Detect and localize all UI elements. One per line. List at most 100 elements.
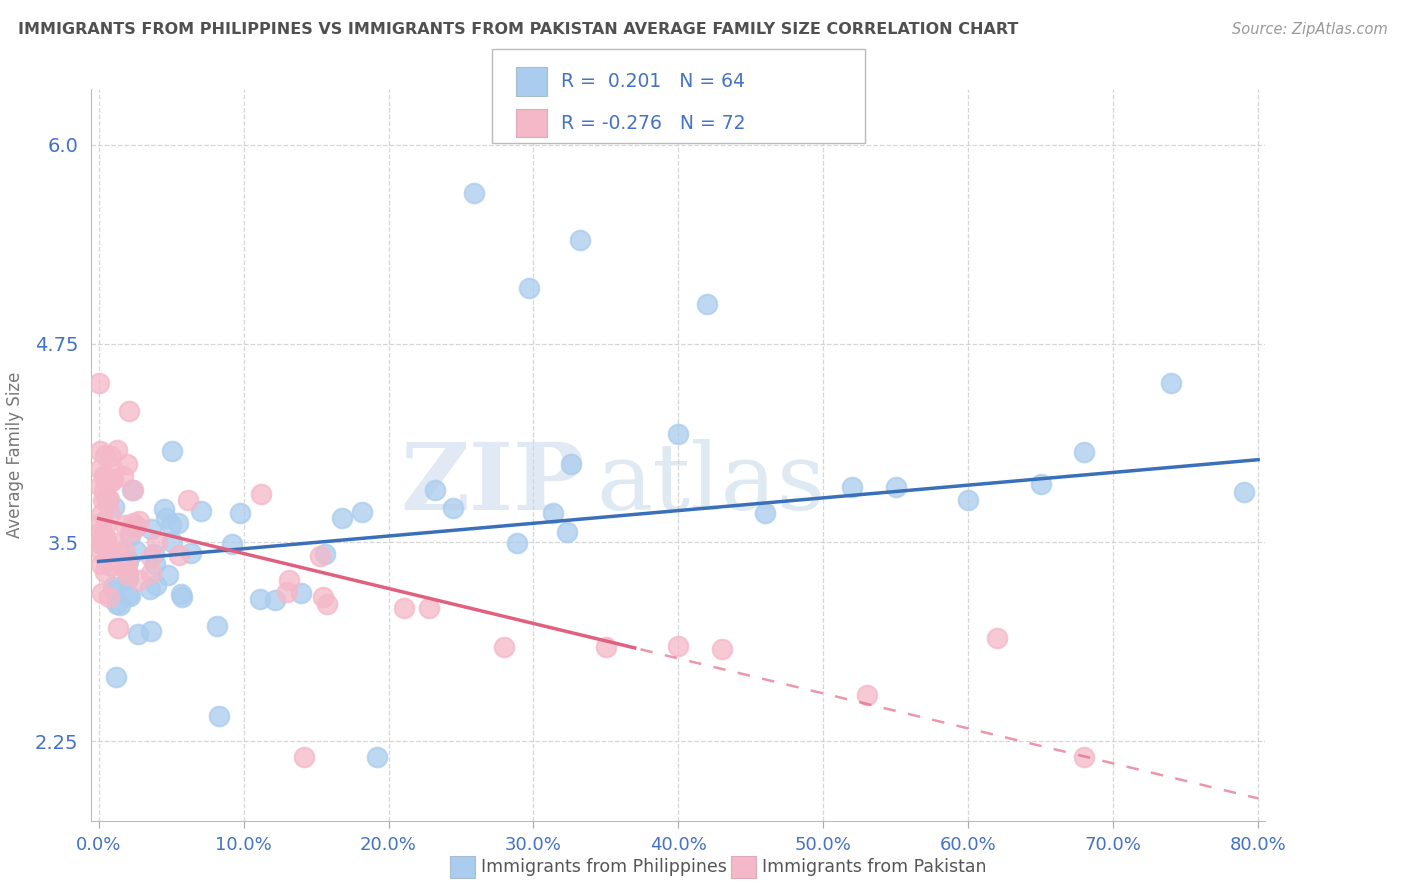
Point bbox=[314, 548, 336, 562]
Point bbox=[292, 750, 315, 764]
Point bbox=[90, 533, 112, 547]
Point bbox=[160, 535, 183, 549]
Point bbox=[418, 600, 440, 615]
Point bbox=[153, 501, 176, 516]
Point bbox=[90, 544, 112, 558]
Text: ZIP: ZIP bbox=[401, 439, 585, 529]
Point bbox=[98, 506, 121, 520]
Point bbox=[160, 517, 183, 532]
Point bbox=[957, 492, 980, 507]
Point bbox=[105, 443, 128, 458]
Point bbox=[97, 491, 120, 506]
Point bbox=[89, 444, 111, 458]
Point bbox=[114, 517, 136, 532]
Point bbox=[190, 504, 212, 518]
Point bbox=[93, 528, 115, 542]
Point bbox=[103, 472, 125, 486]
Point bbox=[108, 598, 131, 612]
Point bbox=[986, 631, 1008, 645]
Point bbox=[96, 532, 118, 546]
Text: IMMIGRANTS FROM PHILIPPINES VS IMMIGRANTS FROM PAKISTAN AVERAGE FAMILY SIZE CORR: IMMIGRANTS FROM PHILIPPINES VS IMMIGRANT… bbox=[18, 22, 1019, 37]
Point bbox=[122, 483, 145, 498]
Point bbox=[856, 688, 879, 702]
Point bbox=[595, 640, 617, 654]
Point bbox=[139, 582, 162, 597]
Point bbox=[118, 529, 141, 543]
Point bbox=[93, 484, 115, 499]
Point bbox=[172, 590, 194, 604]
Point bbox=[121, 483, 143, 498]
Point bbox=[125, 544, 148, 558]
Point bbox=[146, 534, 169, 549]
Point bbox=[89, 462, 111, 476]
Point bbox=[115, 558, 138, 573]
Point bbox=[117, 589, 139, 603]
Point bbox=[1073, 750, 1095, 764]
Point bbox=[139, 566, 162, 580]
Point bbox=[111, 469, 134, 483]
Point bbox=[94, 471, 117, 485]
Point bbox=[90, 558, 112, 572]
Point bbox=[394, 601, 416, 615]
Point bbox=[143, 557, 166, 571]
Point bbox=[97, 591, 120, 605]
Point bbox=[441, 500, 464, 515]
Point bbox=[494, 640, 516, 654]
Point bbox=[94, 448, 117, 462]
Point bbox=[118, 590, 141, 604]
Point bbox=[141, 549, 163, 564]
Point bbox=[107, 545, 129, 559]
Point bbox=[177, 492, 200, 507]
Point bbox=[127, 627, 149, 641]
Point bbox=[94, 518, 117, 533]
Point bbox=[316, 598, 339, 612]
Point bbox=[100, 449, 122, 463]
Point bbox=[1073, 445, 1095, 459]
Point bbox=[90, 506, 112, 520]
Point bbox=[312, 590, 335, 604]
Point bbox=[264, 592, 287, 607]
Point bbox=[1233, 485, 1256, 500]
Point bbox=[180, 546, 202, 560]
Point bbox=[710, 642, 733, 657]
Point bbox=[170, 587, 193, 601]
Point bbox=[155, 511, 177, 525]
Point bbox=[463, 186, 485, 200]
Point bbox=[506, 535, 529, 549]
Point bbox=[94, 565, 117, 579]
Point bbox=[96, 554, 118, 568]
Point bbox=[696, 297, 718, 311]
Point bbox=[90, 586, 112, 600]
Point bbox=[425, 483, 447, 497]
Point bbox=[229, 506, 252, 520]
Point bbox=[117, 567, 139, 582]
Point bbox=[107, 620, 129, 634]
Point bbox=[517, 281, 540, 295]
Point bbox=[569, 233, 592, 247]
Point bbox=[276, 584, 298, 599]
Point bbox=[145, 578, 167, 592]
Point bbox=[96, 475, 118, 490]
Point bbox=[105, 670, 128, 684]
Point bbox=[139, 624, 162, 638]
Point bbox=[208, 709, 231, 723]
Point bbox=[841, 479, 863, 493]
Point bbox=[103, 463, 125, 477]
Y-axis label: Average Family Size: Average Family Size bbox=[6, 372, 24, 538]
Point bbox=[167, 549, 190, 563]
Point bbox=[557, 524, 579, 539]
Point bbox=[143, 547, 166, 561]
Point bbox=[97, 492, 120, 507]
Point bbox=[90, 516, 112, 531]
Point bbox=[93, 469, 115, 483]
Point bbox=[89, 479, 111, 493]
Text: R = -0.276   N = 72: R = -0.276 N = 72 bbox=[561, 113, 745, 133]
Point bbox=[1160, 376, 1182, 391]
Point bbox=[87, 536, 110, 550]
Point bbox=[666, 427, 689, 442]
Point bbox=[115, 458, 138, 472]
Point bbox=[366, 750, 388, 764]
Point bbox=[128, 515, 150, 529]
Point bbox=[125, 518, 148, 533]
Point bbox=[91, 492, 114, 507]
